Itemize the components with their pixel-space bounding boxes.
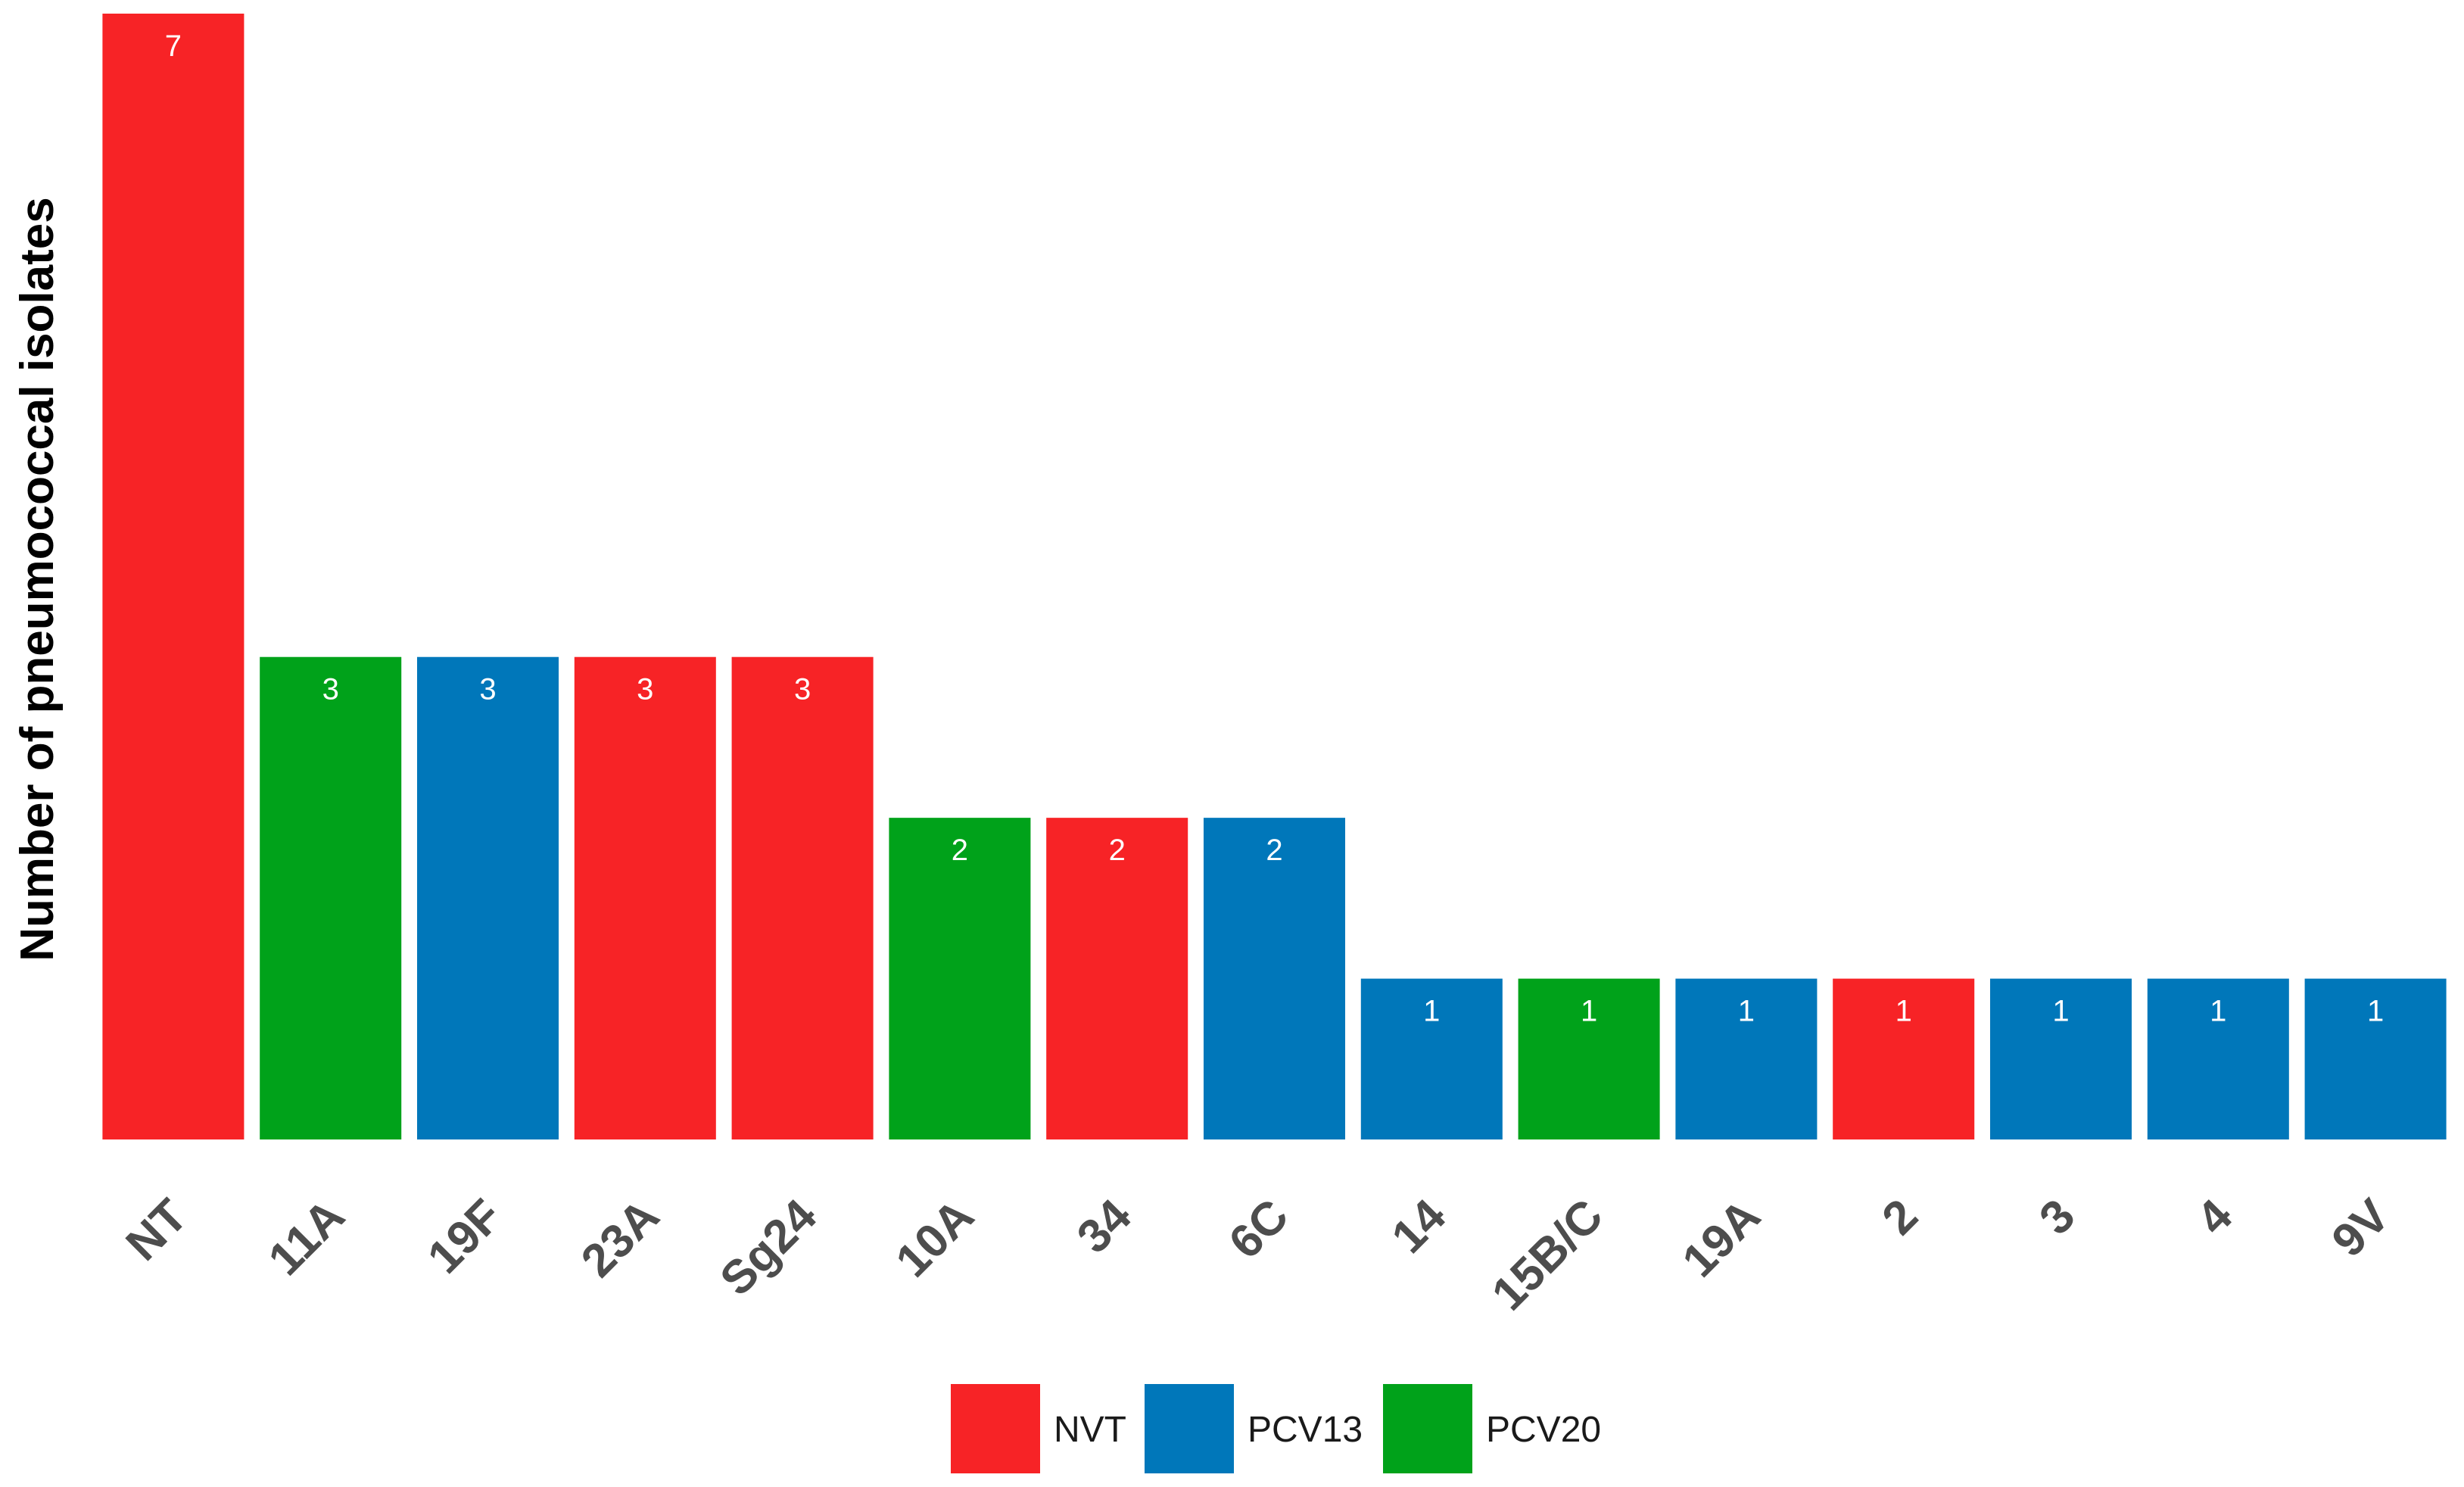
- x-tick-label: 14: [1382, 1189, 1456, 1264]
- legend-key-pcv13: [1145, 1384, 1234, 1473]
- y-axis-title: Number of pneumococcal isolates: [11, 197, 64, 961]
- bar-4: [2147, 978, 2289, 1139]
- bar-14: [1360, 978, 1503, 1139]
- bars-group: [102, 14, 2447, 1139]
- legend-key-pcv20: [1383, 1384, 1472, 1473]
- x-tick-label: 19A: [1673, 1189, 1771, 1287]
- bar-10a: [889, 818, 1031, 1139]
- value-label: 2: [1109, 834, 1126, 867]
- legend: NVT PCV13 PCV20: [951, 1384, 1601, 1473]
- value-label: 3: [322, 673, 339, 706]
- x-tick-label: 2: [1872, 1189, 1927, 1245]
- bar-23a: [574, 656, 716, 1139]
- x-tick-label: NT: [117, 1189, 198, 1270]
- bar-6c: [1203, 818, 1346, 1139]
- value-label: 1: [1896, 995, 1912, 1028]
- bar-34: [1046, 818, 1188, 1139]
- x-tick-label: 10A: [886, 1189, 984, 1287]
- bar-sg24: [731, 656, 874, 1139]
- legend-label-pcv13: PCV13: [1248, 1410, 1363, 1450]
- x-tick-label: 6C: [1220, 1189, 1299, 1269]
- x-tick-label: Sg24: [710, 1189, 827, 1306]
- x-tick-label: 15B/C: [1482, 1189, 1613, 1320]
- value-label: 1: [1738, 995, 1755, 1028]
- x-tick-label: 3: [2029, 1189, 2085, 1245]
- value-labels-group: 7 3 3 3 3 2 2 2 1 1 1 1 1 1 1: [165, 30, 2384, 1028]
- x-tick-label: 34: [1067, 1189, 1142, 1264]
- value-label: 1: [2210, 995, 2226, 1028]
- x-tick-label: 9V: [2322, 1189, 2400, 1267]
- x-tick-label: 19F: [418, 1189, 512, 1283]
- value-label: 1: [1423, 995, 1440, 1028]
- value-label: 1: [2367, 995, 2384, 1028]
- bar-19f: [416, 656, 559, 1139]
- value-label: 2: [952, 834, 968, 867]
- bar-15b-c: [1518, 978, 1660, 1139]
- value-label: 3: [479, 673, 496, 706]
- legend-label-nvt: NVT: [1054, 1410, 1126, 1450]
- legend-label-pcv20: PCV20: [1486, 1410, 1601, 1450]
- bar-2: [1833, 978, 1975, 1139]
- x-axis-ticks: NT 11A 19F 23A Sg24 10A 34 6C 14 15B/C 19A 2 3 4 9V: [117, 1189, 2400, 1320]
- bar-9v: [2304, 978, 2447, 1139]
- bar-3: [1989, 978, 2132, 1139]
- bar-nt: [102, 14, 245, 1139]
- legend-key-nvt: [951, 1384, 1040, 1473]
- value-label: 2: [1266, 834, 1282, 867]
- x-tick-label: 23A: [572, 1189, 669, 1287]
- value-label: 7: [165, 30, 182, 63]
- value-label: 3: [637, 673, 653, 706]
- bar-19a: [1675, 978, 1818, 1139]
- value-label: 1: [2052, 995, 2069, 1028]
- value-label: 1: [1581, 995, 1597, 1028]
- x-tick-label: 11A: [259, 1189, 355, 1286]
- value-label: 3: [794, 673, 811, 706]
- bar-11a: [260, 656, 402, 1139]
- x-tick-label: 4: [2187, 1189, 2243, 1245]
